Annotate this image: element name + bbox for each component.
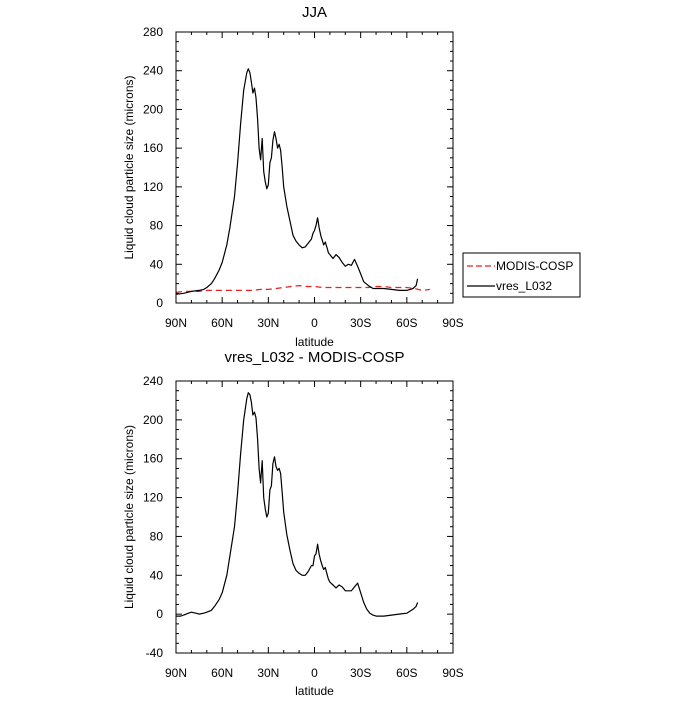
y-tick-label: 280 [143, 25, 163, 39]
series-line-0 [176, 392, 419, 617]
legend-box [462, 252, 581, 298]
x-tick-label: 90S [442, 316, 463, 330]
panel-bottom: vres_L032 - MODIS-COSP 90N 60N 30N 0 30S 60S 90… [122, 349, 464, 698]
x-tick-label: 0 [311, 666, 318, 680]
legend-label: MODIS-COSP [496, 259, 573, 273]
x-tick-label: 30S [350, 666, 371, 680]
x-tick-label: 60S [396, 666, 417, 680]
chart-title: JJA [302, 4, 327, 21]
x-tick-label: 0 [311, 316, 318, 330]
plot-frame [175, 31, 454, 304]
x-axis-label: latitude [295, 684, 334, 698]
y-tick-label: 240 [143, 374, 163, 388]
y-tick-label: 80 [150, 529, 164, 543]
series-line-1 [175, 68, 419, 295]
series-line-0 [175, 285, 430, 293]
plot-frame [175, 380, 454, 654]
y-axis-label: Liquid cloud particle size (microns) [122, 75, 136, 259]
x-tick-label: 60N [211, 666, 233, 680]
y-tick-label: 160 [143, 141, 163, 155]
x-tick-label: 30S [350, 316, 371, 330]
x-tick-label: 90N [165, 666, 187, 680]
x-tick-label: 60N [211, 316, 233, 330]
y-tick-label: 240 [143, 64, 163, 78]
x-tick-label: 60S [396, 316, 417, 330]
y-tick-label: -40 [146, 646, 164, 660]
x-axis-label: latitude [295, 335, 334, 349]
x-tick-label: 30N [257, 666, 279, 680]
legend-label: vres_L032 [496, 279, 552, 293]
y-tick-label: 0 [156, 296, 163, 310]
y-tick-label: 80 [150, 219, 164, 233]
y-tick-label: 40 [150, 257, 164, 271]
y-tick-label: 0 [156, 607, 163, 621]
y-tick-label: 160 [143, 452, 163, 466]
y-tick-label: 120 [143, 491, 163, 505]
chart-title: vres_L032 - MODIS-COSP [224, 349, 404, 366]
y-tick-label: 40 [150, 568, 164, 582]
x-tick-label: 90S [442, 666, 463, 680]
y-tick-label: 200 [143, 413, 163, 427]
panel-top: JJA 90N 60N 30N 0 30S 60S 90S 0 40 80 120 160 200 240 2… [122, 4, 581, 349]
y-tick-label: 120 [143, 180, 163, 194]
x-tick-label: 30N [257, 316, 279, 330]
y-tick-label: 200 [143, 102, 163, 116]
y-axis-label: Liquid cloud particle size (microns) [122, 425, 136, 609]
x-tick-label: 90N [165, 316, 187, 330]
